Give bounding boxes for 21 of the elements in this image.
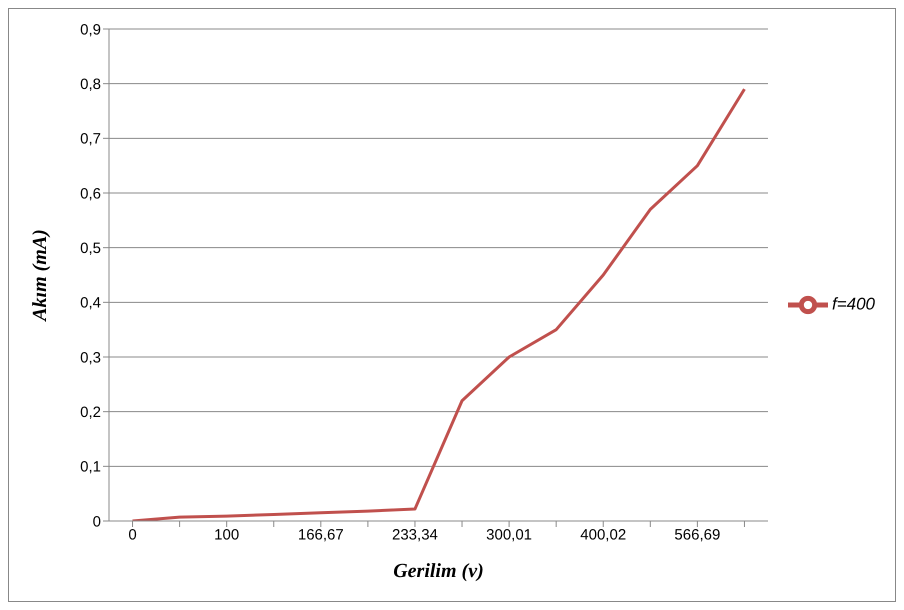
y-tick-label: 0,3 (80, 349, 101, 366)
y-tick-label: 0,9 (80, 21, 101, 38)
x-tick-label: 400,02 (580, 526, 626, 544)
line-series (131, 88, 746, 521)
y-tick-label: 0,7 (80, 130, 101, 148)
y-tick-label: 0,4 (80, 294, 101, 312)
x-tick-label: 100 (214, 526, 240, 544)
legend-label: f=400 (832, 294, 875, 314)
x-axis-title: Gerilim (v) (393, 560, 484, 582)
y-tick-label: 0,1 (80, 458, 101, 476)
x-tick-label: 166,67 (298, 526, 344, 544)
x-tick-label: 300,01 (486, 526, 532, 544)
y-tick-label: 0,5 (80, 240, 101, 257)
x-tick-label: 233,34 (392, 526, 438, 544)
y-axis-title: Akım (mA) (29, 229, 52, 323)
y-tick-label: 0,8 (80, 76, 101, 93)
y-tick-label: 0 (92, 513, 101, 530)
y-tick-label: 0,2 (80, 404, 101, 421)
x-tick-label: 0 (128, 526, 137, 544)
x-tick-label: 566,69 (674, 526, 720, 544)
y-tick-label: 0,6 (80, 185, 101, 202)
